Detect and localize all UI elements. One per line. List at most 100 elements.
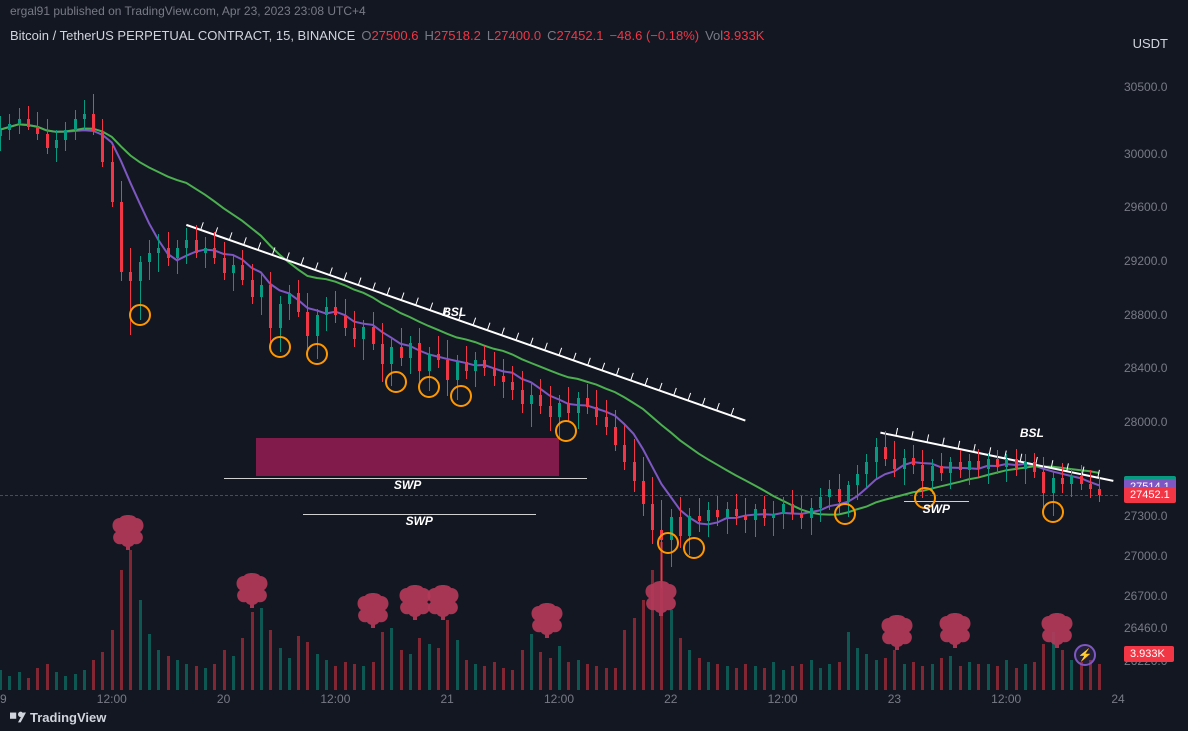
volume-bar [1005,660,1008,690]
volume-bar [74,674,77,690]
marker-circle [657,532,679,554]
volume-bar [474,664,477,690]
volume-bar [260,608,263,690]
price-axis[interactable]: 30500.030000.029600.029200.028800.028400… [1118,60,1188,690]
volume-bar [241,638,244,690]
y-tick: 27300.0 [1124,509,1167,523]
time-axis[interactable]: 1912:002012:002112:002212:002312:0024 [0,690,1118,712]
tree-icon [1039,612,1075,648]
marker-circle [555,420,577,442]
chart-label: BSL [1020,426,1044,440]
volume-bar [567,662,570,690]
tree-icon [879,614,915,650]
volume-bar [36,668,39,690]
x-tick: 12:00 [320,692,350,706]
volume-bar [157,650,160,690]
tradingview-logo-icon [10,709,26,725]
volume-bar [297,636,300,690]
volume-bar [698,658,701,690]
change-value: −48.6 (−0.18%) [609,28,699,43]
volume-bar [362,666,365,690]
marker-circle [385,371,407,393]
volume-bar [521,650,524,690]
high-label: H [424,28,433,43]
volume-bar [1015,668,1018,690]
volume-bar [334,666,337,690]
volume-bar [83,670,86,690]
volume-bar [64,676,67,690]
symbol-info-bar: Bitcoin / TetherUS PERPETUAL CONTRACT, 1… [0,22,1188,49]
volume-bar [763,668,766,690]
volume-layer [0,60,1118,690]
volume-bar [987,664,990,690]
volume-bar [400,650,403,690]
volume-bar [465,660,468,690]
volume-bar [688,650,691,690]
volume-bar [847,632,850,690]
volume-bar [996,666,999,690]
volume-bar [968,662,971,690]
volume-bar [679,638,682,690]
open-label: O [361,28,371,43]
volume-bar [977,664,980,690]
volume-bar [306,642,309,690]
tree-icon [355,592,391,628]
volume-bar [1061,650,1064,690]
volume-bar [279,648,282,690]
volume-bar [865,654,868,690]
volume-bar [623,630,626,690]
volume-bar [493,662,496,690]
volume-bar [1098,664,1101,690]
volume-bar [1033,662,1036,690]
volume-bar [437,648,440,690]
tree-icon [529,602,565,638]
vol-label: Vol [705,28,723,43]
volume-bar [0,670,2,690]
volume-bar [772,662,775,690]
volume-bar [46,664,49,690]
volume-bar [27,678,30,690]
brand-text: TradingView [30,710,106,725]
volume-bar [1042,644,1045,690]
volume-bar [55,672,58,690]
volume-bar [707,662,710,690]
volume-bar [819,668,822,690]
y-tick: 28000.0 [1124,415,1167,429]
y-tick: 27000.0 [1124,549,1167,563]
volume-bar [511,670,514,690]
volume-bar [139,600,142,690]
marker-circle [1042,501,1064,523]
volume-bar [530,634,533,690]
symbol-title[interactable]: Bitcoin / TetherUS PERPETUAL CONTRACT, 1… [10,28,355,43]
x-tick: 22 [664,692,677,706]
chart-label: BSL [442,305,466,319]
x-tick: 20 [217,692,230,706]
publish-text: ergal91 published on TradingView.com, Ap… [10,4,366,18]
volume-bar [959,666,962,690]
volume-bar [167,656,170,690]
low-label: L [487,28,494,43]
volume-bar [409,654,412,690]
brand-footer[interactable]: TradingView [10,709,106,725]
volume-bar [1080,662,1083,690]
volume-bar [670,610,673,690]
volume-bar [893,650,896,690]
x-tick: 23 [888,692,901,706]
marker-circle [306,343,328,365]
volume-bar [8,676,11,690]
volume-bar [744,664,747,690]
y-tick: 26460.0 [1124,621,1167,635]
chart-pane[interactable]: SWPSWPSWPBSLBSL ⚡ [0,60,1118,690]
tree-icon [234,572,270,608]
marker-circle [834,503,856,525]
volume-bar [903,664,906,690]
volume-bar [931,664,934,690]
volume-bar [176,660,179,690]
volume-bar [940,658,943,690]
quote-currency: USDT [1133,36,1168,51]
volume-bar [223,650,226,690]
chart-label: SWP [406,514,433,528]
chart-label: SWP [394,478,421,492]
volume-bar [483,666,486,690]
volume-bar [129,550,132,690]
